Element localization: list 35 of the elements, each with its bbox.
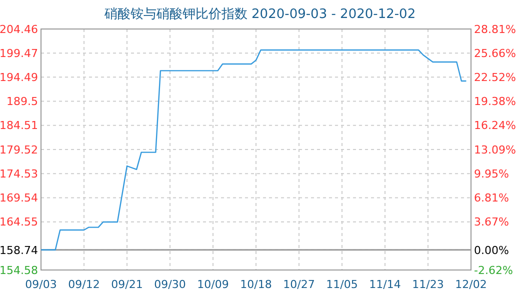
y2-tick-label: 22.52% [474,71,516,84]
chart-title: 硝酸铵与硝酸钾比价指数 2020-09-03 - 2020-12-02 [103,7,416,22]
y-tick-label: 184.51 [0,119,38,132]
x-tick-label: 11/05 [326,278,358,291]
y2-tick-label: 9.95% [474,167,509,180]
x-tick-label: 11/23 [412,278,444,291]
line-series [40,49,467,250]
y2-tick-label: 0.00% [474,244,509,257]
y2-tick-label: 16.24% [474,119,516,132]
y2-tick-label: 3.67% [474,216,509,229]
y2-tick-label: -2.62% [474,264,513,277]
y-tick-label: 189.5 [6,95,38,108]
y-tick-label: 194.49 [0,71,38,84]
x-tick-label: 09/21 [111,278,143,291]
y-tick-label: 204.46 [0,22,38,36]
x-tick-label: 09/30 [154,278,186,291]
x-tick-label: 12/02 [455,278,487,291]
y-tick-label: 164.55 [0,216,38,229]
y2-tick-label: 19.38% [474,95,516,108]
y2-tick-label: 25.66% [474,47,516,60]
x-tick-label: 09/03 [25,278,57,291]
x-tick-label: 09/12 [68,278,100,291]
y-tick-label: 199.47 [0,46,38,60]
x-tick-label: 11/14 [369,278,401,291]
y2-tick-label: 28.81% [474,22,516,36]
y2-tick-label: 6.81% [474,192,509,205]
y-tick-label: 158.74 [0,244,38,257]
y2-tick-label: 13.09% [474,143,516,156]
y-tick-label: 179.52 [0,143,38,156]
x-tick-label: 10/09 [197,278,229,291]
x-tick-label: 10/18 [240,278,272,291]
y-tick-label: 154.58 [0,264,38,277]
y-tick-label: 169.54 [0,192,38,205]
x-tick-label: 10/27 [283,278,315,291]
y-tick-label: 174.53 [0,167,38,180]
